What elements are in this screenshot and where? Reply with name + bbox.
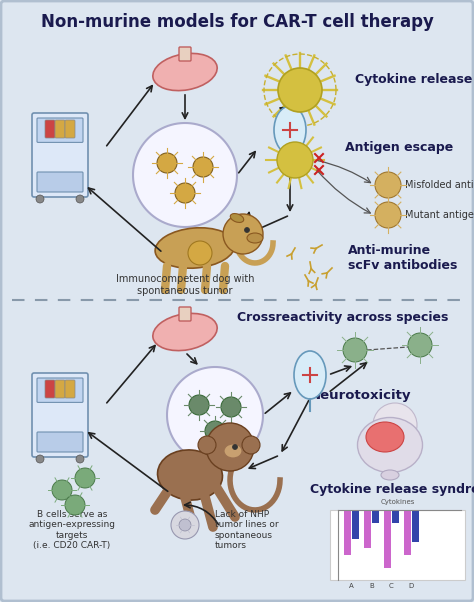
Text: Immunocompetent dog with
spontaneous tumor: Immunocompetent dog with spontaneous tum… (116, 274, 254, 296)
Ellipse shape (357, 418, 422, 473)
Text: Concentration: Concentration (330, 526, 336, 565)
FancyBboxPatch shape (65, 380, 75, 398)
Circle shape (171, 511, 199, 539)
Text: Cytokine release: Cytokine release (355, 73, 473, 87)
Circle shape (373, 403, 417, 447)
Text: B cells serve as
antigen-expressing
targets
(i.e. CD20 CAR-T): B cells serve as antigen-expressing targ… (28, 510, 116, 550)
Circle shape (175, 183, 195, 203)
Circle shape (76, 455, 84, 463)
FancyBboxPatch shape (37, 172, 83, 192)
Ellipse shape (274, 106, 306, 154)
Bar (373, 510, 380, 523)
Circle shape (188, 241, 212, 265)
Ellipse shape (157, 450, 222, 500)
FancyBboxPatch shape (179, 307, 191, 321)
Circle shape (198, 436, 216, 454)
Text: Anti-murine
scFv antibodies: Anti-murine scFv antibodies (348, 244, 457, 272)
Circle shape (52, 480, 72, 500)
Text: C: C (389, 583, 394, 589)
Ellipse shape (155, 228, 235, 268)
Text: Misfolded antigen: Misfolded antigen (405, 180, 474, 190)
FancyBboxPatch shape (330, 510, 465, 580)
FancyBboxPatch shape (37, 432, 83, 452)
FancyBboxPatch shape (55, 120, 65, 138)
FancyBboxPatch shape (55, 380, 65, 398)
Text: Non-murine models for CAR-T cell therapy: Non-murine models for CAR-T cell therapy (41, 13, 433, 31)
Circle shape (206, 423, 254, 471)
Text: Cytokines: Cytokines (380, 499, 415, 505)
Text: B: B (369, 583, 374, 589)
Text: Antigen escape: Antigen escape (345, 141, 453, 155)
Circle shape (193, 157, 213, 177)
Ellipse shape (247, 233, 263, 243)
Circle shape (75, 468, 95, 488)
Circle shape (65, 495, 85, 515)
Circle shape (189, 395, 209, 415)
Text: Lack of NHP
tumor lines or
spontaneous
tumors: Lack of NHP tumor lines or spontaneous t… (215, 510, 279, 550)
Ellipse shape (153, 54, 217, 91)
Text: D: D (409, 583, 414, 589)
Bar (365, 510, 372, 548)
FancyBboxPatch shape (32, 113, 88, 197)
Circle shape (205, 421, 225, 441)
Circle shape (76, 195, 84, 203)
Circle shape (233, 444, 237, 450)
Text: Neurotoxicity: Neurotoxicity (310, 388, 411, 402)
FancyBboxPatch shape (32, 373, 88, 457)
Circle shape (375, 172, 401, 198)
Circle shape (36, 455, 44, 463)
Ellipse shape (224, 444, 242, 458)
Circle shape (278, 68, 322, 112)
Bar (345, 510, 352, 555)
Ellipse shape (381, 470, 399, 480)
FancyBboxPatch shape (65, 120, 75, 138)
Ellipse shape (153, 314, 217, 350)
Text: Cytokine release syndrome: Cytokine release syndrome (310, 483, 474, 497)
Circle shape (245, 228, 249, 232)
Circle shape (36, 195, 44, 203)
FancyBboxPatch shape (37, 118, 83, 143)
Text: Mutant antigen: Mutant antigen (405, 210, 474, 220)
Text: A: A (349, 583, 354, 589)
Circle shape (167, 367, 263, 463)
Bar (392, 510, 400, 523)
Circle shape (157, 153, 177, 173)
FancyBboxPatch shape (45, 120, 55, 138)
Text: Crossreactivity across species: Crossreactivity across species (237, 311, 448, 324)
Ellipse shape (230, 214, 244, 223)
FancyBboxPatch shape (37, 378, 83, 402)
Bar (412, 510, 419, 542)
Circle shape (221, 397, 241, 417)
Circle shape (242, 436, 260, 454)
Circle shape (223, 214, 263, 254)
Circle shape (375, 202, 401, 228)
FancyBboxPatch shape (179, 47, 191, 61)
Circle shape (408, 333, 432, 357)
Circle shape (343, 338, 367, 362)
Circle shape (179, 519, 191, 531)
Bar (404, 510, 411, 555)
FancyBboxPatch shape (45, 380, 55, 398)
Bar (353, 510, 359, 539)
Circle shape (133, 123, 237, 227)
Circle shape (277, 142, 313, 178)
Ellipse shape (294, 351, 326, 399)
Bar (384, 510, 392, 568)
Ellipse shape (366, 422, 404, 452)
